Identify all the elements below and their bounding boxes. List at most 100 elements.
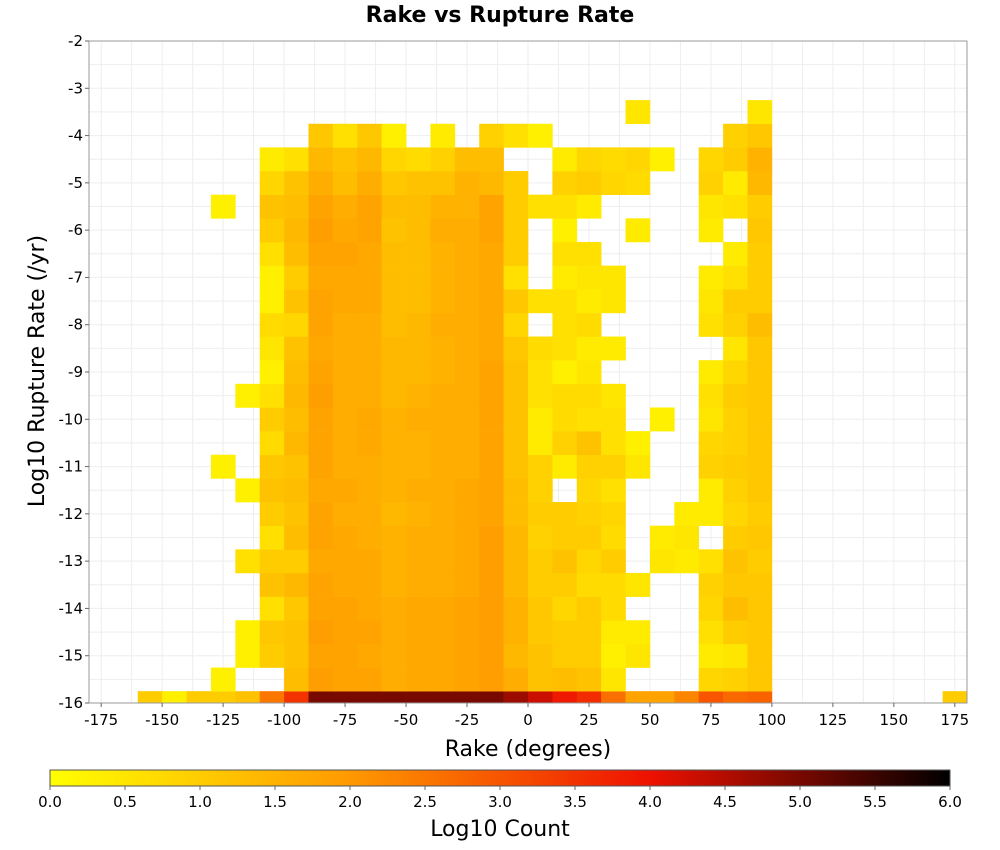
- heatmap-cell: [454, 407, 480, 432]
- heatmap-cell: [601, 147, 626, 172]
- heatmap-cell: [503, 123, 529, 148]
- heatmap-cell: [454, 431, 480, 456]
- heatmap-cell: [381, 502, 407, 526]
- heatmap-cell: [308, 123, 334, 148]
- heatmap-cell: [430, 194, 456, 219]
- heatmap-cell: [576, 667, 602, 692]
- heatmap-cell: [479, 123, 504, 148]
- heatmap-cell: [259, 502, 285, 526]
- heatmap-cell: [479, 549, 504, 574]
- heatmap-cell: [210, 194, 236, 219]
- heatmap-cell: [406, 549, 431, 574]
- heatmap-cell: [528, 525, 553, 550]
- heatmap-cell: [528, 596, 553, 621]
- heatmap-cell: [332, 431, 358, 456]
- heatmap-cell: [454, 336, 480, 361]
- heatmap-cell: [332, 265, 358, 290]
- heatmap-cell: [381, 360, 407, 385]
- heatmap-cell: [625, 691, 651, 704]
- heatmap-cell: [698, 596, 724, 621]
- heatmap-cell: [332, 147, 358, 172]
- heatmap-cell: [601, 620, 626, 645]
- heatmap-cell: [723, 336, 748, 361]
- heatmap-cell: [698, 643, 724, 668]
- heatmap-cell: [332, 478, 358, 503]
- heatmap-cell: [503, 620, 529, 645]
- heatmap-cell: [601, 549, 626, 574]
- heatmap-cell: [284, 360, 309, 385]
- heatmap-cell: [552, 667, 578, 692]
- colorbar-tick-label: 5.0: [788, 793, 812, 811]
- heatmap-cell: [503, 478, 529, 503]
- heatmap-cell: [479, 171, 504, 195]
- heatmap-cell: [552, 360, 578, 385]
- heatmap-cell: [284, 667, 309, 692]
- heatmap-cell: [674, 549, 700, 574]
- heatmap-cell: [259, 312, 285, 337]
- heatmap-cell: [576, 620, 602, 645]
- heatmap-cell: [552, 289, 578, 314]
- heatmap-cell: [259, 218, 285, 243]
- heatmap-cell: [259, 241, 285, 266]
- heatmap-cell: [284, 407, 309, 432]
- heatmap-cell: [235, 383, 261, 408]
- heatmap-cell: [454, 596, 480, 621]
- heatmap-cell: [503, 431, 529, 456]
- heatmap-cell: [601, 572, 626, 597]
- colorbar-tick-label: 3.0: [488, 793, 512, 811]
- y-tick-label: -9: [68, 363, 83, 381]
- heatmap-cell: [454, 620, 480, 645]
- heatmap-cell: [601, 431, 626, 456]
- heatmap-cell: [528, 691, 553, 704]
- heatmap-cell: [357, 525, 382, 550]
- heatmap-cell: [332, 620, 358, 645]
- heatmap-cell: [698, 549, 724, 574]
- heatmap-cell: [284, 549, 309, 574]
- heatmap-cell: [357, 478, 382, 503]
- heatmap-cell: [308, 171, 334, 195]
- heatmap-cell: [259, 171, 285, 195]
- heatmap-cell: [479, 525, 504, 550]
- heatmap-cell: [674, 525, 700, 550]
- heatmap-cell: [723, 194, 748, 219]
- heatmap-cell: [406, 360, 431, 385]
- heatmap-cell: [552, 312, 578, 337]
- heatmap-cell: [747, 454, 773, 479]
- heatmap-cell: [332, 549, 358, 574]
- heatmap-cell: [649, 525, 675, 550]
- heatmap-cell: [576, 241, 602, 266]
- heatmap-cell: [308, 431, 334, 456]
- heatmap-cell: [308, 265, 334, 290]
- x-tick-label: -75: [333, 711, 358, 729]
- heatmap-cell: [698, 620, 724, 645]
- heatmap-cell: [674, 691, 700, 704]
- heatmap-cell: [503, 643, 529, 668]
- heatmap-cell: [576, 478, 602, 503]
- x-tick-label: 75: [701, 711, 720, 729]
- heatmap-cell: [381, 147, 407, 172]
- heatmap-cell: [406, 667, 431, 692]
- heatmap-cell: [576, 289, 602, 314]
- heatmap-cell: [284, 147, 309, 172]
- heatmap-cell: [357, 360, 382, 385]
- heatmap-cell: [503, 383, 529, 408]
- heatmap-cell: [649, 549, 675, 574]
- heatmap-cell: [259, 643, 285, 668]
- heatmap-cell: [479, 289, 504, 314]
- heatmap-cell: [576, 431, 602, 456]
- heatmap-cell: [747, 691, 773, 704]
- heatmap-cell: [479, 241, 504, 266]
- heatmap-cell: [528, 667, 553, 692]
- heatmap-cell: [552, 596, 578, 621]
- heatmap-cell: [747, 549, 773, 574]
- x-tick-label: 50: [640, 711, 659, 729]
- heatmap-cell: [454, 147, 480, 172]
- heatmap-cell: [406, 525, 431, 550]
- heatmap-cell: [601, 596, 626, 621]
- heatmap-cell: [649, 147, 675, 172]
- heatmap-cell: [308, 360, 334, 385]
- heatmap-cell: [210, 691, 236, 704]
- heatmap-cell: [747, 620, 773, 645]
- y-tick-label: -8: [68, 316, 83, 334]
- heatmap-cell: [479, 431, 504, 456]
